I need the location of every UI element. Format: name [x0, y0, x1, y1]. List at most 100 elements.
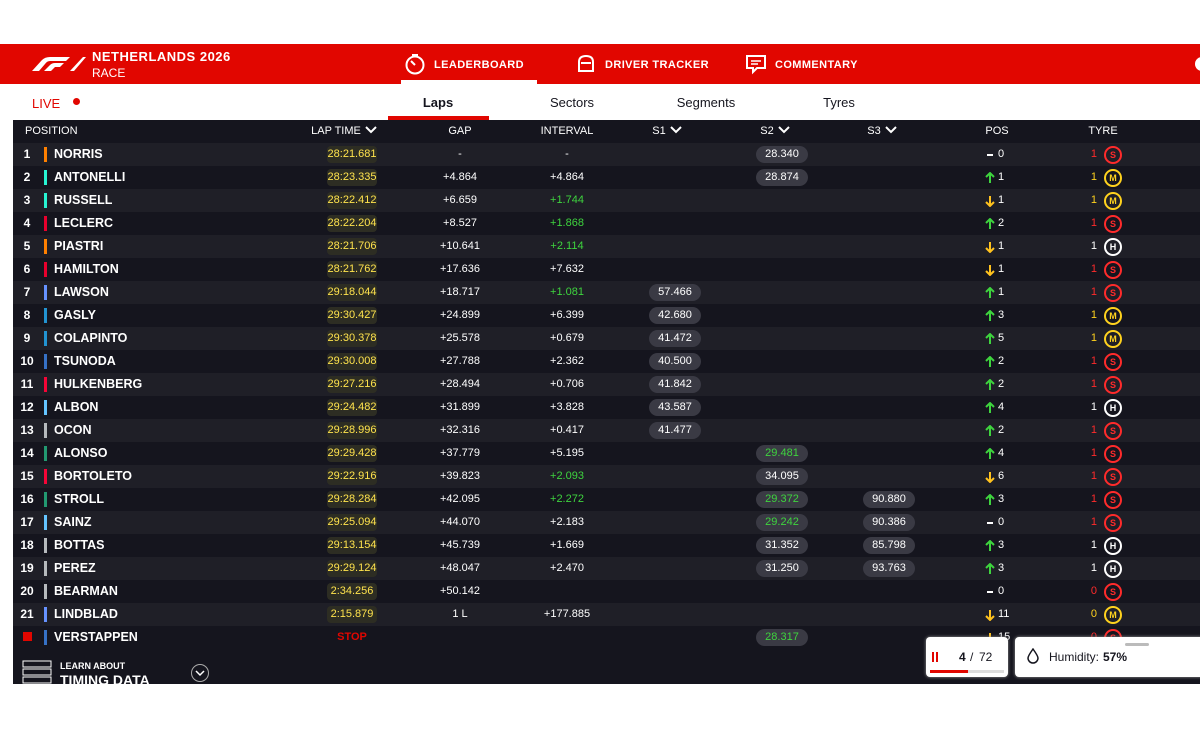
gap: +27.788	[439, 355, 481, 367]
driver-row[interactable]: 1 NORRIS 28:21.681- -28.340 0 1 S	[13, 143, 1200, 166]
driver-name: ANTONELLI	[54, 170, 126, 184]
sub-tab[interactable]: Tyres	[823, 95, 855, 110]
interval: +1.744	[550, 194, 584, 206]
tyre-compound: S	[1104, 514, 1122, 532]
driver-row[interactable]: 8 GASLY 29:30.427 +24.899 +6.399 42.680 3 1 M	[13, 304, 1200, 327]
driver-row[interactable]: 15 BORTOLETO 29:22.916 +39.823 +2.093 34.095 6…	[13, 465, 1200, 488]
nav-tab[interactable]: LEADERBOARD	[434, 59, 524, 71]
sector-time: 41.842	[649, 376, 701, 393]
tyre-compound: S	[1104, 146, 1122, 164]
tyre-age: 0	[1090, 585, 1097, 597]
driver-name: HAMILTON	[54, 262, 119, 276]
driver-row[interactable]: 4 LECLERC 28:22.204 +8.527 +1.868 2 1 S	[13, 212, 1200, 235]
position-change: 4	[998, 401, 1005, 413]
learn-label: LEARN ABOUT	[60, 661, 126, 671]
gap: 1 L	[452, 608, 468, 620]
driver-row[interactable]: 18 BOTTAS 29:13.154 +45.739 +1.669 31.352 85.7…	[13, 534, 1200, 557]
interval: +2.093	[550, 470, 584, 482]
driver-row[interactable]: 3 RUSSELL 28:22.412 +6.659 +1.744 1 1 M	[13, 189, 1200, 212]
position-trend	[985, 332, 995, 350]
driver-row[interactable]: 7 LAWSON 29:18.044 +18.717 +1.081 57.466 1 1 S	[13, 281, 1200, 304]
driver-row[interactable]: 21 LINDBLAD 2:15.879 1 L +177.885 11 0 M	[13, 603, 1200, 626]
position-change: 1	[998, 194, 1005, 206]
sub-tab[interactable]: Laps	[422, 95, 454, 110]
column-title: S1	[652, 125, 666, 137]
tyre-age: 1	[1090, 424, 1097, 436]
tyre-age: 1	[1090, 562, 1097, 574]
column-title: LAP TIME	[311, 125, 361, 137]
column-title: S3	[867, 125, 881, 137]
tyre-compound: S	[1104, 583, 1122, 601]
tyre-age: 1	[1090, 516, 1097, 528]
team-color-bar	[44, 400, 47, 415]
position: 10	[20, 354, 34, 368]
driver-row[interactable]: 19 PEREZ 29:29.124 +48.047 +2.470 31.250 93.76…	[13, 557, 1200, 580]
column-header[interactable]: LAP TIME	[284, 125, 404, 137]
driver-row[interactable]: 11 HULKENBERG 29:27.216 +28.494 +0.706 41.842…	[13, 373, 1200, 396]
lap-time: 29:29.428	[327, 445, 377, 462]
driver-row[interactable]: 14 ALONSO 29:29.428 +37.779 +5.195 29.481 4 1 S	[13, 442, 1200, 465]
sub-tab[interactable]: Segments	[676, 95, 736, 110]
sector-time: 90.386	[863, 514, 915, 531]
column-title: S2	[760, 125, 774, 137]
driver-row[interactable]: 12 ALBON 29:24.482 +31.899 +3.828 43.587 4 1 H	[13, 396, 1200, 419]
nav-tab[interactable]: DRIVER TRACKER	[605, 59, 709, 71]
tyre-compound: H	[1104, 238, 1122, 256]
column-header[interactable]: S1	[607, 125, 727, 137]
gap: +8.527	[443, 217, 477, 229]
lap-time: 29:22.916	[327, 468, 377, 485]
driver-row[interactable]: 16 STROLL 29:28.284 +42.095 +2.272 29.372 90.8…	[13, 488, 1200, 511]
tyre-compound: M	[1104, 330, 1122, 348]
tyre-age: 1	[1090, 401, 1097, 413]
interval: +6.399	[550, 309, 584, 321]
sub-tab[interactable]: Sectors	[549, 95, 595, 110]
column-header[interactable]: S2	[715, 125, 835, 137]
driver-row[interactable]: 2 ANTONELLI 28:23.335 +4.864 +4.864 28.874 1 1 M	[13, 166, 1200, 189]
nav-tab[interactable]: COMMENTARY	[775, 59, 858, 71]
lap-time: 29:28.284	[327, 491, 377, 508]
tyre-age: 1	[1090, 378, 1097, 390]
position: 9	[23, 331, 31, 345]
gap: +25.578	[439, 332, 481, 344]
position-change: 5	[998, 332, 1005, 344]
driver-row[interactable]: 5 PIASTRI 28:21.706 +10.641 +2.114 1 1 H	[13, 235, 1200, 258]
humidity-value: 57%	[1103, 650, 1128, 664]
driver-row[interactable]: 17 SAINZ 29:25.094 +44.070 +2.183 29.242 90.38…	[13, 511, 1200, 534]
sector-time: 42.680	[649, 307, 701, 324]
interval: +2.114	[550, 240, 584, 252]
lap-progress-fill	[930, 670, 968, 673]
position: 3	[23, 193, 31, 207]
team-color-bar	[44, 607, 47, 622]
race-title: NETHERLANDS 2026	[92, 49, 231, 64]
team-color-bar	[44, 331, 47, 346]
driver-name: OCON	[54, 423, 92, 437]
column-header: INTERVAL	[507, 125, 627, 137]
gap: +18.717	[439, 286, 481, 298]
team-color-bar	[44, 216, 47, 231]
interval: +2.183	[550, 516, 584, 528]
interval: +0.679	[550, 332, 584, 344]
team-color-bar	[44, 515, 47, 530]
driver-name: RUSSELL	[54, 193, 113, 207]
position-change: 6	[998, 470, 1005, 482]
active-tab-underline	[401, 80, 537, 84]
position-change: 2	[998, 217, 1005, 229]
interval: +7.632	[550, 263, 584, 275]
column-header[interactable]: S3	[822, 125, 942, 137]
tyre-age: 1	[1090, 493, 1097, 505]
lap-current: 4	[959, 650, 966, 664]
driver-row[interactable]: 20 BEARMAN 2:34.256 +50.142 0 0 S	[13, 580, 1200, 603]
position-change: 3	[998, 309, 1005, 321]
driver-row[interactable]: 10 TSUNODA 29:30.008 +27.788 +2.362 40.500 2 1 S	[13, 350, 1200, 373]
position-change: 0	[998, 585, 1005, 597]
driver-row[interactable]: 6 HAMILTON 28:21.762 +17.636 +7.632 1 1 S	[13, 258, 1200, 281]
driver-row[interactable]: 9 COLAPINTO 29:30.378 +25.578 +0.679 41.472 5 1…	[13, 327, 1200, 350]
interval: +2.272	[550, 493, 584, 505]
interval: +2.362	[550, 355, 584, 367]
driver-row[interactable]: 13 OCON 29:28.996 +32.316 +0.417 41.477 2 1 S	[13, 419, 1200, 442]
position-change: 11	[998, 608, 1010, 620]
settings-icon	[1192, 54, 1200, 79]
timing-label[interactable]: TIMING DATA	[60, 672, 150, 684]
